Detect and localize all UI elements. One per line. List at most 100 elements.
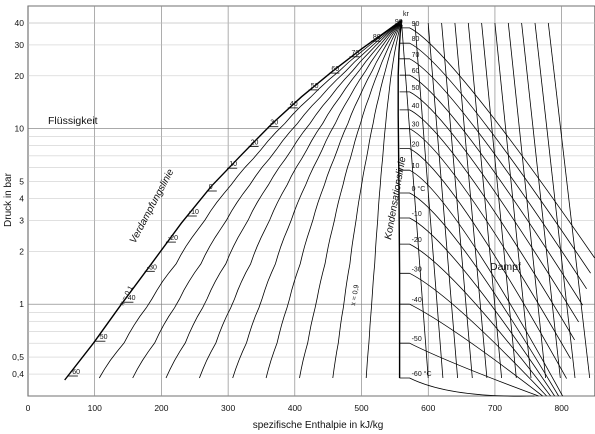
- vapor-isotherm: [399, 74, 583, 306]
- liquid-isotherm-label: 50: [311, 83, 319, 90]
- x-axis-label: spezifische Enthalpie in kJ/kg: [253, 420, 384, 431]
- critical-point-label: kr: [403, 11, 410, 18]
- vapor-isotherm-label: -10: [412, 211, 422, 218]
- y-tick-label: 4: [19, 194, 24, 204]
- x-tick-label: 700: [488, 403, 502, 413]
- isentrope: [481, 22, 517, 379]
- liquid-isotherm-label: -10: [189, 209, 199, 216]
- liquid-isotherm-label: 40: [290, 101, 298, 108]
- x-tick-label: 200: [154, 403, 168, 413]
- vapor-region-label: Dampf: [490, 261, 521, 273]
- vapor-isotherm-label: 30: [412, 122, 420, 129]
- bubble-line-label: Verdampfungslinie: [128, 167, 177, 245]
- axis-ticks: 0 100 200 300 400 500 600 700 8000,40,5123451020…: [12, 18, 569, 413]
- quality-line: [132, 19, 402, 379]
- vapor-isotherm-label: 50: [412, 85, 420, 92]
- x-tick-label: 800: [555, 403, 569, 413]
- vapor-isotherm: [399, 342, 539, 397]
- liquid-isotherm-label: 80: [373, 34, 381, 41]
- saturated-vapor-line: [397, 20, 403, 378]
- vapor-isotherm-label: -60 °C: [412, 370, 432, 378]
- isentrope: [547, 22, 591, 379]
- vapor-isotherm: [399, 192, 559, 397]
- vapor-isotherm: [399, 148, 567, 379]
- isentrope: [467, 22, 502, 379]
- quality-line: [365, 20, 402, 379]
- liquid-isotherm-label: 60: [331, 66, 339, 73]
- y-tick-label: 5: [19, 177, 24, 187]
- vapor-isotherm-label: 40: [412, 103, 420, 110]
- saturation-dome: [64, 19, 403, 381]
- isentrope: [494, 22, 532, 379]
- liquid-isotherm-label: -30: [147, 264, 157, 271]
- x-tick-label: 0: [26, 403, 31, 413]
- quality-line: [98, 19, 402, 379]
- isentrope: [534, 22, 576, 379]
- saturated-liquid-line: [64, 19, 403, 381]
- vapor-isotherm-label: 0 °C: [412, 185, 426, 193]
- plot-frame: [27, 5, 595, 397]
- x-tick-label: 400: [288, 403, 302, 413]
- y-tick-label: 3: [19, 215, 24, 225]
- isentrope: [454, 22, 488, 379]
- y-tick-label: 0,5: [12, 352, 24, 362]
- quality-line: [199, 19, 402, 379]
- vapor-isotherm: [399, 27, 595, 259]
- vapor-isotherm-label: 70: [412, 52, 420, 59]
- isotherm-labels: -60 °C -50 -40 -30 -20 -10 0 °C 10 20 30 40 50 60 70 8…: [67, 19, 432, 378]
- isentrope: [401, 22, 429, 379]
- liquid-isotherm-label: 0: [209, 184, 213, 191]
- vapor-isotherm-label: -40: [412, 297, 422, 304]
- vapor-isotherm-label: -50: [412, 336, 422, 343]
- liquid-isotherm-label: -40: [125, 295, 135, 302]
- vapor-isotherm: [399, 128, 571, 359]
- vapor-isotherm-label: 60: [412, 68, 420, 75]
- liquid-isotherm-label: -60: [70, 369, 80, 376]
- isentrope: [414, 22, 444, 379]
- vapor-isotherm-label: 20: [412, 142, 420, 149]
- isentrope: [521, 22, 561, 379]
- vapor-isotherm: [399, 91, 579, 323]
- liquid-isotherm-label: -50: [97, 334, 107, 341]
- liquid-region-label: Flüssigkeit: [48, 115, 98, 127]
- x-tick-label: 600: [421, 403, 435, 413]
- vapor-isotherm: [399, 217, 555, 397]
- y-tick-label: 30: [15, 40, 25, 50]
- vapor-isotherm-label: 90: [412, 21, 420, 28]
- dew-line-label: Kondensationslinie: [383, 156, 408, 241]
- vapor-isotherm: [399, 243, 551, 397]
- vapor-isotherm: [399, 58, 587, 290]
- vapor-isotherm-label: -30: [412, 266, 422, 273]
- vapor-isotherm: [399, 303, 543, 397]
- quality-line: [299, 20, 402, 379]
- grid: [27, 5, 595, 397]
- liquid-isotherm-label: -20: [168, 235, 178, 242]
- y-tick-label: 40: [15, 18, 25, 28]
- vapor-isotherm: [399, 109, 575, 341]
- vapor-isotherm-label: 10: [412, 163, 420, 170]
- x-tick-label: 300: [221, 403, 235, 413]
- y-tick-label: 0,4: [12, 369, 24, 379]
- liquid-isotherm-label: 70: [352, 50, 360, 57]
- liquid-isotherm-label: 10: [229, 161, 237, 168]
- y-tick-label: 2: [19, 246, 24, 256]
- isolines: [98, 19, 595, 397]
- y-tick-label: 10: [15, 124, 25, 134]
- vapor-isotherm: [399, 272, 547, 397]
- quality-line: [265, 19, 402, 379]
- y-tick-label: 1: [19, 299, 24, 309]
- vapor-isotherm: [399, 169, 563, 397]
- vapor-isotherm-label: -20: [412, 237, 422, 244]
- quality-line: [332, 20, 402, 379]
- quality-line: [165, 19, 402, 379]
- quality-high-label: x = 0,9: [350, 284, 361, 306]
- isentrope: [507, 22, 546, 379]
- quality-line: [232, 19, 402, 379]
- isentrope: [441, 22, 473, 379]
- vapor-isotherm-label: 80: [412, 36, 420, 43]
- isentrope: [427, 22, 458, 379]
- vapor-isotherm: [399, 377, 535, 397]
- liquid-isotherm-label: 30: [270, 120, 278, 127]
- liquid-isotherm-label: 20: [251, 140, 259, 147]
